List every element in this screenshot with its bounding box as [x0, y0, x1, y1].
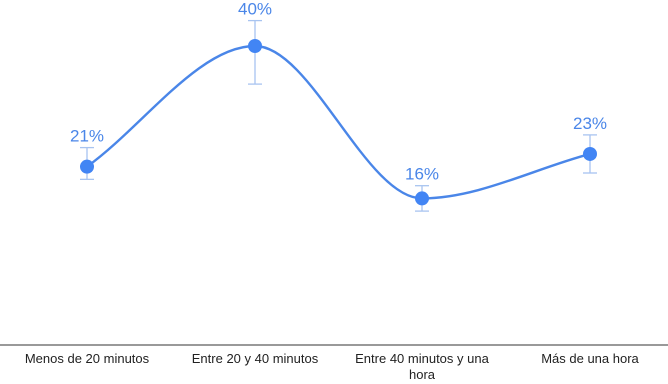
data-point[interactable]	[248, 39, 262, 53]
x-tick-label: Entre 40 minutos y una hora	[355, 351, 489, 382]
data-label: 23%	[573, 114, 607, 133]
data-points	[80, 39, 597, 206]
data-point[interactable]	[80, 159, 94, 174]
x-tick-label: Entre 20 y 40 minutos	[192, 351, 319, 366]
data-label: 21%	[70, 127, 104, 146]
series-line	[86, 44, 591, 200]
error-bars	[80, 19, 597, 212]
x-tick-label: Más de una hora	[541, 351, 639, 366]
data-label: 16%	[405, 165, 439, 184]
data-label: 40%	[238, 0, 272, 19]
x-tick-labels: Menos de 20 minutos Entre 20 y 40 minutos…	[25, 351, 640, 382]
data-point[interactable]	[583, 146, 597, 161]
data-labels: 21% 40% 16% 23%	[70, 0, 607, 184]
data-point[interactable]	[415, 191, 429, 206]
x-tick-label: Menos de 20 minutos	[25, 351, 150, 366]
